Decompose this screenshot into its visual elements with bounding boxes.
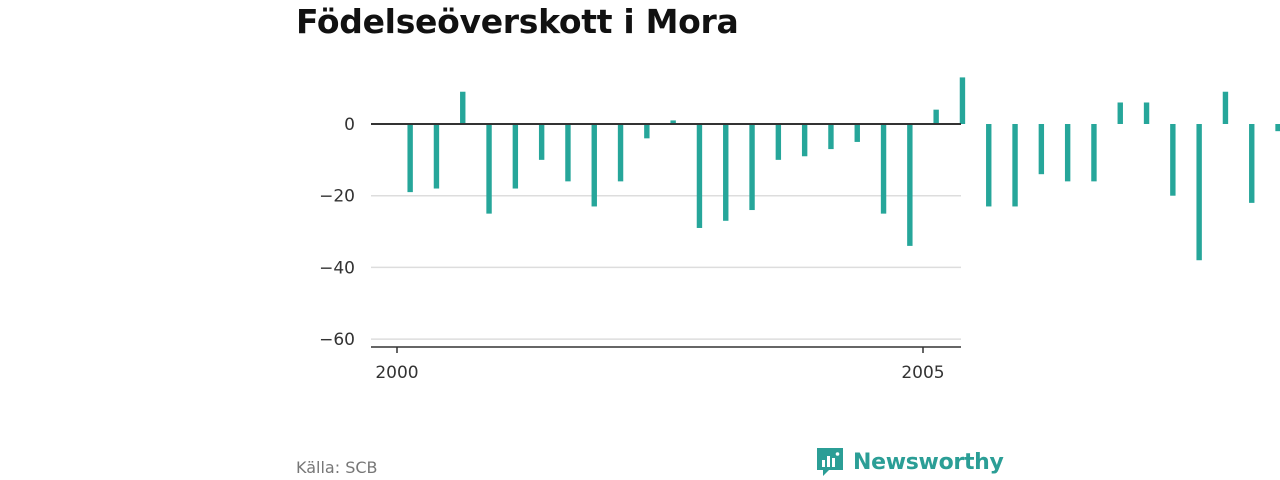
y-tick-label: 0 — [344, 115, 355, 135]
bar — [828, 124, 834, 150]
bar — [1117, 102, 1123, 124]
bar — [1038, 124, 1045, 175]
brand-logo[interactable]: Newsworthy — [815, 446, 1004, 478]
bar — [617, 124, 624, 182]
chart-title: Födelseöverskott i Mora — [296, 2, 739, 41]
y-tick-label: −20 — [319, 187, 355, 207]
bar — [1275, 124, 1280, 132]
bar — [1170, 124, 1176, 196]
bar — [907, 124, 913, 246]
x-tick-label: 2005 — [901, 363, 944, 383]
bar — [538, 124, 545, 160]
x-tick-label: 2000 — [375, 363, 418, 383]
bar — [1249, 124, 1255, 203]
y-axis-ticks: 0 −20 −40 −60 — [319, 115, 355, 350]
bar — [723, 124, 729, 221]
brand-name: Newsworthy — [853, 449, 1004, 475]
gridlines — [371, 194, 961, 340]
bar — [407, 124, 413, 193]
bar — [933, 109, 939, 124]
y-tick-label: −40 — [319, 258, 355, 278]
bar — [1143, 102, 1150, 124]
bar — [854, 124, 860, 142]
bar — [670, 120, 676, 124]
bar — [460, 91, 466, 124]
newsworthy-logo-icon — [817, 448, 843, 476]
bar — [801, 124, 808, 157]
bars — [407, 77, 1280, 261]
bar — [959, 77, 966, 124]
bar-chart: 0−20−40−60 200020052010201520202025 — [319, 77, 1280, 383]
bar — [1064, 124, 1071, 182]
bar — [880, 124, 887, 214]
bar — [1222, 91, 1229, 124]
source-note: Källa: SCB — [296, 458, 378, 477]
bar — [644, 124, 650, 139]
bar — [749, 124, 755, 211]
y-tick-label: −60 — [319, 330, 355, 350]
bar — [591, 124, 597, 207]
x-axis-ticks: 200020052010201520202025 — [375, 347, 945, 383]
bar — [433, 124, 440, 189]
bar — [1012, 124, 1018, 207]
bar — [775, 124, 782, 160]
bar — [512, 124, 519, 189]
bar — [1091, 124, 1097, 182]
bar — [486, 124, 492, 214]
bar — [986, 124, 992, 207]
bar — [1196, 124, 1202, 261]
bar — [565, 124, 571, 182]
bar — [696, 124, 703, 228]
